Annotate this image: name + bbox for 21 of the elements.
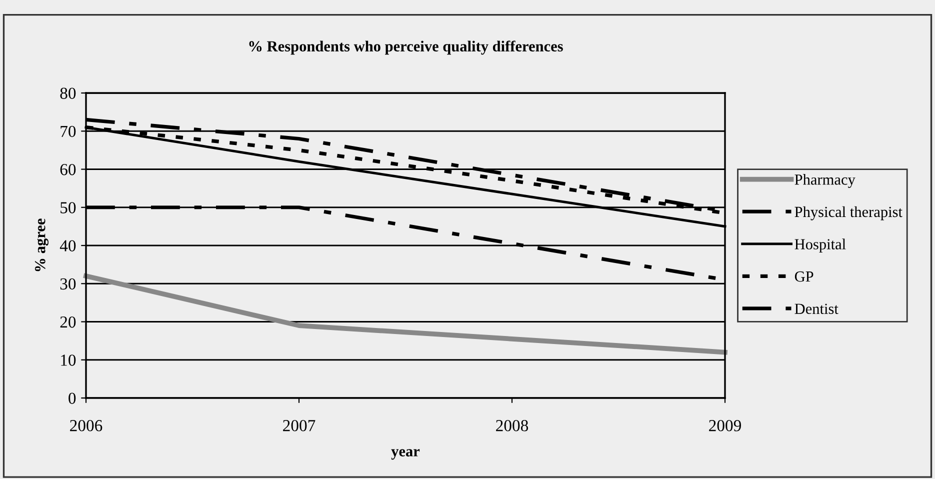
y-tick-label: 30 xyxy=(60,278,76,290)
legend-label: Physical therapist xyxy=(794,206,902,220)
legend-label: GP xyxy=(794,271,814,282)
y-tick-label: 70 xyxy=(60,126,76,138)
y-tick-label: 60 xyxy=(60,164,76,176)
legend-label: Pharmacy xyxy=(794,174,856,188)
legend-label: Hospital xyxy=(794,238,846,253)
x-tick-label: 2009 xyxy=(709,420,741,432)
chart-title: % Respondents who perceive quality differences xyxy=(249,40,563,55)
x-tick-label: 2007 xyxy=(283,420,316,432)
y-tick-label: 20 xyxy=(60,316,76,328)
y-tick-label: 80 xyxy=(60,88,76,99)
legend-label: Dentist xyxy=(794,304,838,314)
x-tick-label: 2006 xyxy=(70,420,102,432)
x-axis-title: year xyxy=(391,449,420,460)
x-tick-label: 2008 xyxy=(496,420,528,432)
y-tick-label: 0 xyxy=(68,392,76,404)
y-tick-label: 10 xyxy=(61,354,76,366)
y-tick-label: 40 xyxy=(60,240,76,252)
y-axis-title: % agree xyxy=(34,218,48,272)
y-tick-label: 50 xyxy=(60,202,76,214)
